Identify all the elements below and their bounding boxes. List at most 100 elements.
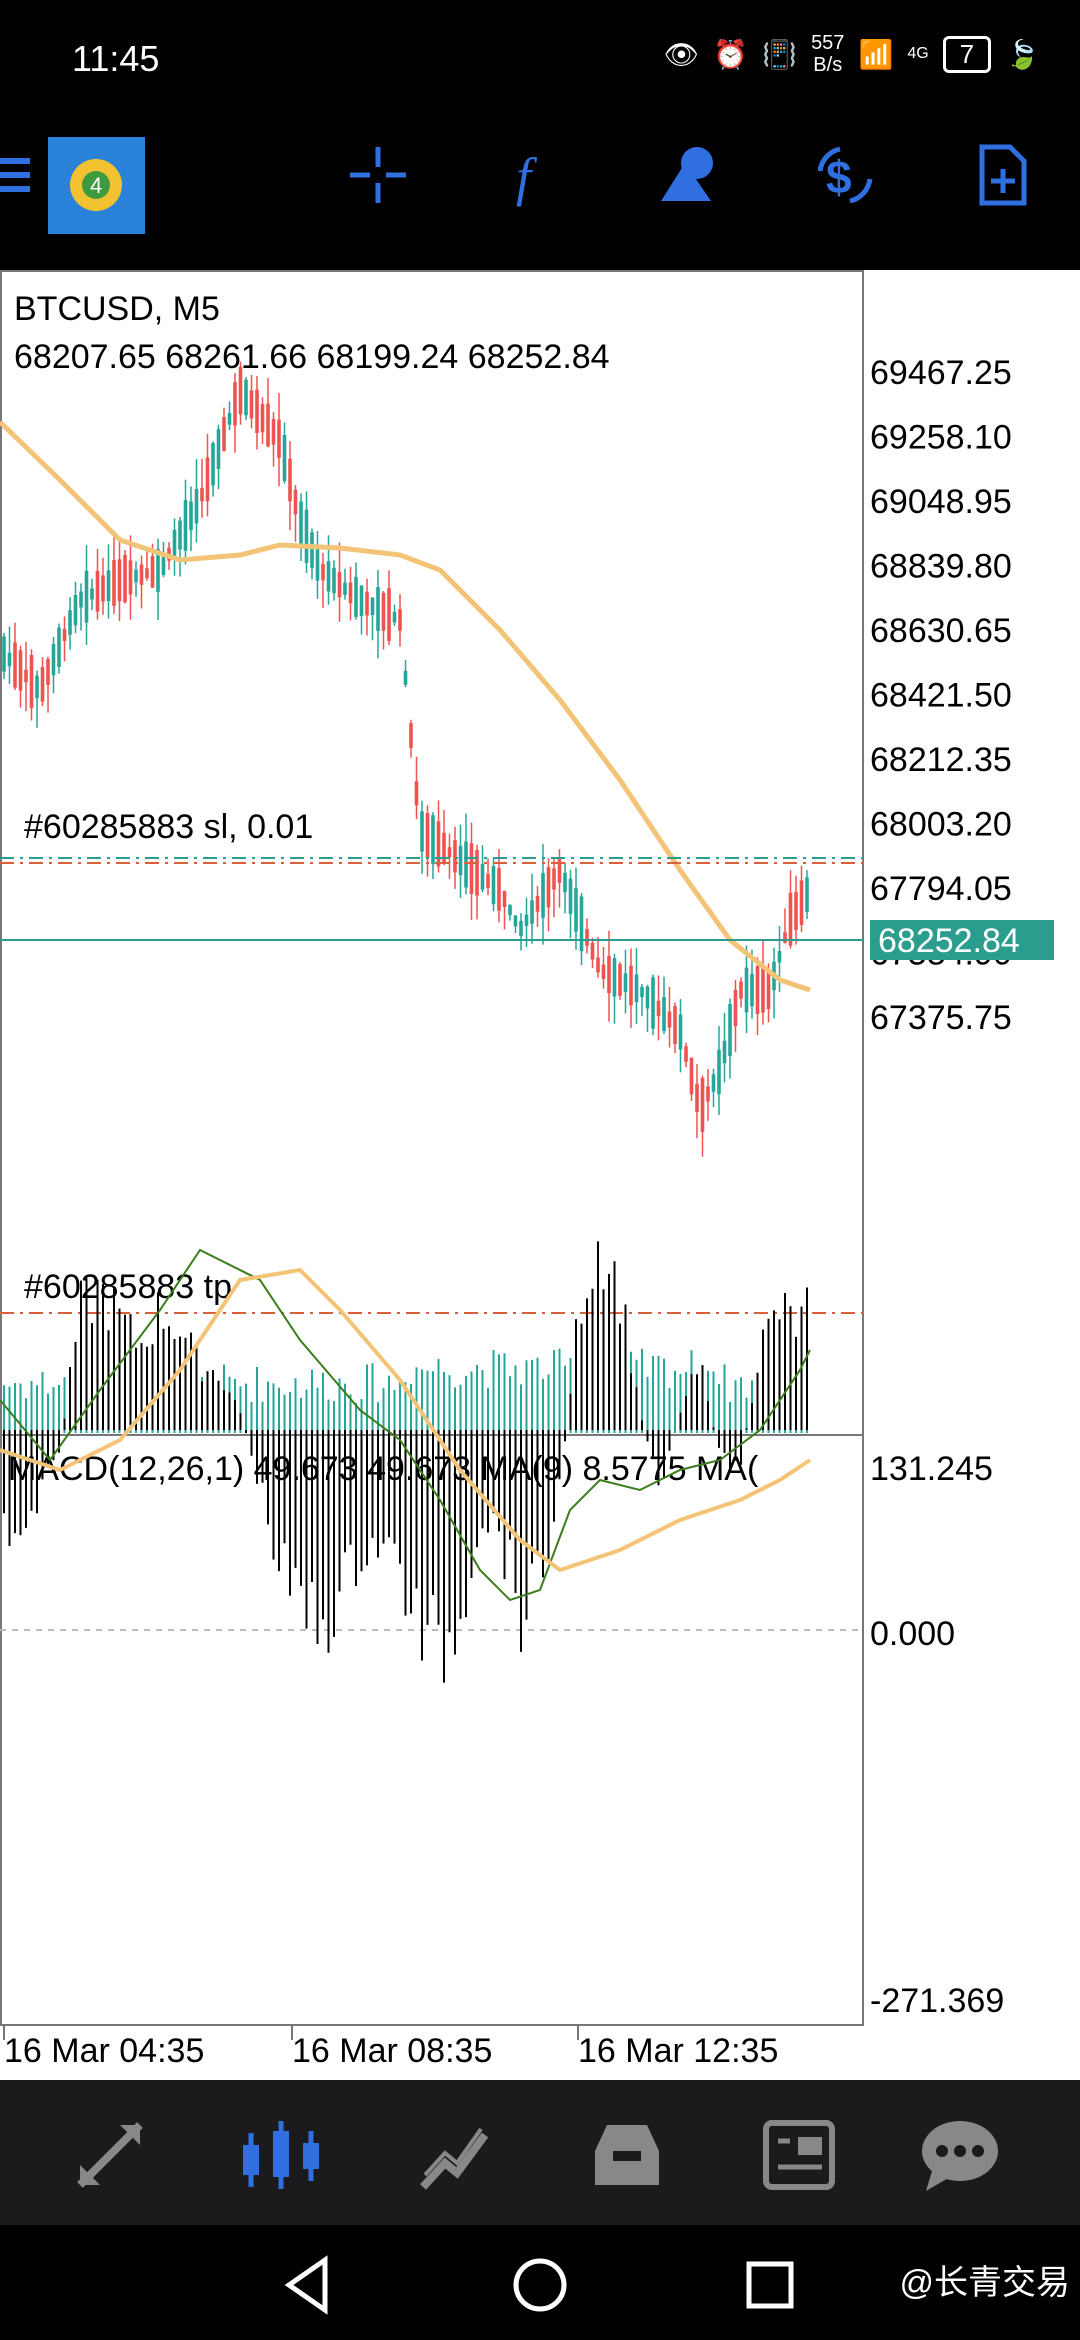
candle-body xyxy=(497,867,501,911)
candle-body xyxy=(216,429,221,469)
candle-body xyxy=(673,1006,677,1044)
candle-body xyxy=(370,597,375,616)
macd-axis-label: -271.369 xyxy=(870,1982,1004,2020)
candle-body xyxy=(689,1057,694,1095)
candle-body xyxy=(453,840,457,873)
macd-axis-label: 0.000 xyxy=(870,1615,955,1653)
new-order-icon[interactable] xyxy=(962,135,1042,215)
candle-body xyxy=(266,403,270,447)
candle-body xyxy=(101,575,105,602)
objects-icon[interactable] xyxy=(650,135,730,215)
candle-body xyxy=(645,986,650,1009)
candle-body xyxy=(508,904,512,916)
indicators-icon[interactable]: f xyxy=(492,135,572,215)
price-axis-label: 69467.25 xyxy=(870,354,1012,392)
history-icon[interactable] xyxy=(572,2100,682,2210)
time-axis: 16 Mar 04:35 16 Mar 08:35 16 Mar 12:35 xyxy=(3,2025,778,2070)
candle-body xyxy=(326,561,331,592)
candle-body xyxy=(568,878,573,914)
recents-icon[interactable] xyxy=(735,2250,805,2320)
candle-body xyxy=(392,611,397,623)
candle-body xyxy=(321,564,325,581)
candle-body xyxy=(783,932,787,943)
vibrate-icon: 📳 xyxy=(762,38,798,70)
svg-text:4: 4 xyxy=(90,173,102,198)
candle-body xyxy=(651,977,655,1029)
candle-body xyxy=(128,560,133,595)
candle-body xyxy=(480,864,485,890)
candle-body xyxy=(590,942,595,960)
candle-body xyxy=(684,1046,688,1062)
candle-body xyxy=(24,669,28,683)
candle-body xyxy=(805,877,809,912)
candle-body xyxy=(414,781,419,806)
candle-body xyxy=(700,1078,705,1132)
candle-body xyxy=(68,610,72,635)
crosshair-icon[interactable] xyxy=(338,135,418,215)
back-icon[interactable] xyxy=(275,2250,345,2320)
candle-body xyxy=(51,644,56,676)
candle-body xyxy=(458,845,463,876)
candle-body xyxy=(211,443,215,486)
candle-body xyxy=(711,1074,716,1092)
candle-body xyxy=(491,866,496,905)
candle-body xyxy=(150,556,155,588)
chart-area[interactable]: BTCUSD, M5 68207.65 68261.66 68199.24 68… xyxy=(0,270,1080,2080)
trade-symbol-icon[interactable]: $ xyxy=(805,135,885,215)
chart-icon[interactable] xyxy=(225,2100,335,2210)
candle-body xyxy=(788,892,793,946)
candle-body xyxy=(134,569,138,583)
candle-body xyxy=(354,577,358,617)
candle-body xyxy=(106,570,111,602)
news-icon[interactable] xyxy=(745,2100,855,2210)
candle-body xyxy=(310,532,314,568)
candle-body xyxy=(178,520,182,550)
candle-body xyxy=(464,841,468,888)
candle-body xyxy=(183,499,188,551)
candle-body xyxy=(612,958,617,997)
status-icons: 👁 ⏰ 📳 557 B/s 📶 4G 7 🍃 xyxy=(664,32,1040,76)
price-chart[interactable]: BTCUSD, M5 68207.65 68261.66 68199.24 68… xyxy=(0,270,1080,2080)
candle-body xyxy=(40,667,45,702)
candle-body xyxy=(288,458,292,502)
candle-body xyxy=(238,366,243,415)
candle-body xyxy=(57,627,61,667)
price-axis: 69467.25 69258.10 69048.95 68839.80 68630.65… xyxy=(870,354,1012,1037)
candle-body xyxy=(123,555,127,603)
candle-body xyxy=(436,821,441,867)
trade-icon[interactable] xyxy=(400,2100,510,2210)
candle-body xyxy=(398,609,402,631)
candle-body xyxy=(189,501,193,531)
net-speed: 557 B/s xyxy=(811,32,845,76)
moving-average-line xyxy=(0,420,811,993)
candle-body xyxy=(431,815,435,865)
candle-body xyxy=(656,1000,661,1017)
chat-icon[interactable] xyxy=(905,2100,1015,2210)
candle-body xyxy=(222,417,226,451)
quotes-icon[interactable] xyxy=(55,2100,165,2210)
price-axis-label: 69258.10 xyxy=(870,419,1012,457)
candle-body xyxy=(337,571,342,598)
candle-body xyxy=(640,986,644,998)
candle-body xyxy=(376,587,380,631)
candle-body xyxy=(13,642,17,688)
candle-body xyxy=(381,592,386,631)
menu-icon[interactable] xyxy=(0,135,30,215)
macd-ma-line xyxy=(0,1267,812,1573)
candle-body xyxy=(315,546,320,581)
price-axis-label: 67375.75 xyxy=(870,999,1012,1037)
candle-body xyxy=(607,955,611,994)
candle-body xyxy=(29,654,34,709)
current-price-text: 68252.84 xyxy=(878,922,1020,960)
tp-label: #60285883 tp xyxy=(24,1268,232,1306)
candle-body xyxy=(46,659,50,685)
candle-body xyxy=(755,966,760,1014)
candle-body xyxy=(475,849,479,896)
candle-body xyxy=(618,964,622,996)
candle-body xyxy=(249,390,254,419)
system-nav xyxy=(0,2225,1080,2340)
price-axis-label: 68212.35 xyxy=(870,741,1012,779)
candle-body xyxy=(717,1049,721,1095)
home-icon[interactable] xyxy=(505,2250,575,2320)
candle-body xyxy=(409,723,413,748)
